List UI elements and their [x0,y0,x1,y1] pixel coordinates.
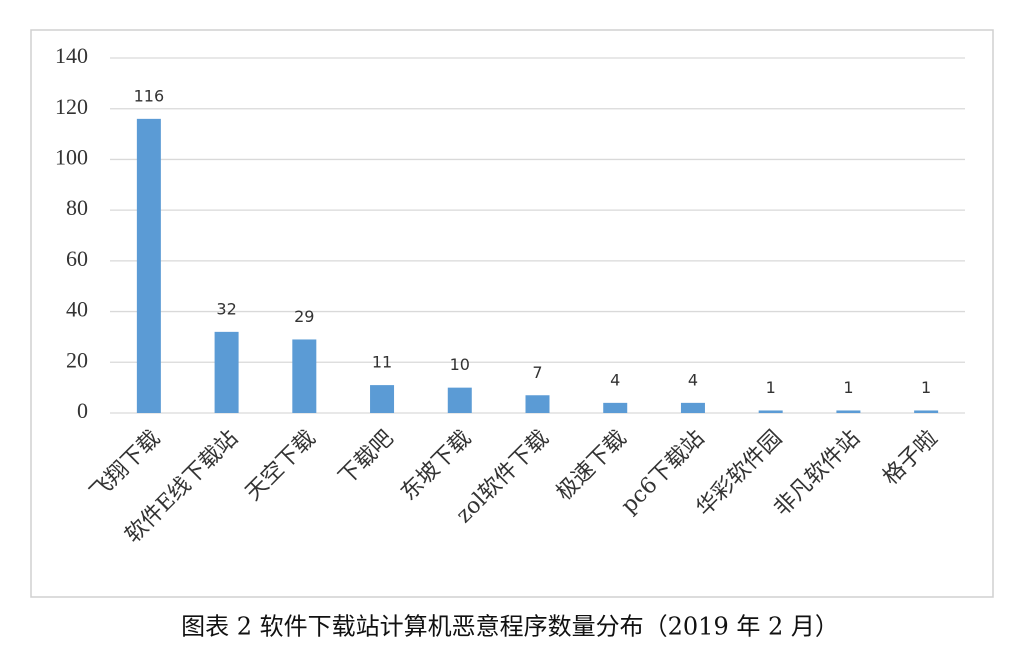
y-tick-label: 40 [66,297,88,322]
y-tick-label: 60 [66,246,88,271]
chart-frame [30,29,994,598]
y-tick-label: 140 [55,43,88,68]
value-label: 4 [610,370,620,389]
bar [292,339,317,413]
value-label: 1 [843,378,853,397]
bar [836,410,861,413]
y-tick-label: 100 [55,144,88,169]
y-tick-label: 120 [55,94,88,119]
value-label: 29 [294,307,314,326]
value-label: 11 [372,353,392,372]
bar [603,402,628,413]
value-label: 1 [921,378,931,397]
value-label: 1 [766,378,776,397]
y-tick-label: 80 [66,195,88,220]
bar [136,118,161,413]
bar [370,385,395,413]
bar [214,331,239,413]
y-tick-label: 0 [77,398,88,423]
value-label: 32 [216,299,236,318]
bar [680,402,705,413]
value-label: 116 [134,86,165,105]
bar [447,387,472,413]
bar [914,410,939,413]
chart-caption: 图表 2 软件下载站计算机恶意程序数量分布（2019 年 2 月） [181,613,839,641]
bar [525,395,550,413]
y-tick-label: 20 [66,347,88,372]
bar [758,410,783,413]
value-label: 10 [450,355,470,374]
value-label: 7 [532,363,542,382]
value-label: 4 [688,370,698,389]
